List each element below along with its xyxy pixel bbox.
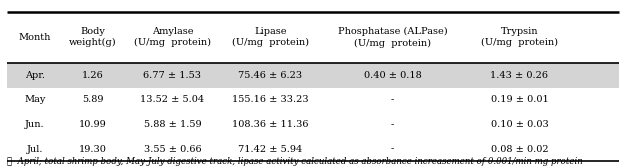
Text: Jun.: Jun. — [25, 120, 45, 129]
Text: -: - — [391, 95, 394, 104]
Text: 0.40 ± 0.18: 0.40 ± 0.18 — [364, 71, 422, 80]
Text: Amylase
(U/mg  protein): Amylase (U/mg protein) — [134, 27, 211, 47]
Text: Apr.: Apr. — [25, 71, 45, 80]
Text: 0.08 ± 0.02: 0.08 ± 0.02 — [490, 145, 548, 154]
Text: 155.16 ± 33.23: 155.16 ± 33.23 — [232, 95, 309, 104]
Text: 1.43 ± 0.26: 1.43 ± 0.26 — [490, 71, 549, 80]
Text: 1.26: 1.26 — [82, 71, 104, 80]
Text: 10.99: 10.99 — [79, 120, 107, 129]
Text: -: - — [391, 145, 394, 154]
Text: -: - — [391, 120, 394, 129]
Text: Trypsin
(U/mg  protein): Trypsin (U/mg protein) — [481, 27, 558, 47]
Text: 3.55 ± 0.66: 3.55 ± 0.66 — [144, 145, 202, 154]
Text: 108.36 ± 11.36: 108.36 ± 11.36 — [232, 120, 309, 129]
Text: Body
weight(g): Body weight(g) — [69, 27, 117, 47]
Bar — [7, 63, 619, 88]
Text: 75.46 ± 6.23: 75.46 ± 6.23 — [238, 71, 303, 80]
Text: Phosphatase (ALPase)
(U/mg  protein): Phosphatase (ALPase) (U/mg protein) — [338, 27, 448, 47]
Text: ※  April; total shrimp body, May-July digestive track, lipase activity calculate: ※ April; total shrimp body, May-July dig… — [7, 157, 583, 166]
Text: 0.10 ± 0.03: 0.10 ± 0.03 — [490, 120, 548, 129]
Text: 5.89: 5.89 — [82, 95, 104, 104]
Text: May: May — [24, 95, 46, 104]
Text: 13.52 ± 5.04: 13.52 ± 5.04 — [141, 95, 205, 104]
Text: 6.77 ± 1.53: 6.77 ± 1.53 — [143, 71, 202, 80]
Text: 5.88 ± 1.59: 5.88 ± 1.59 — [144, 120, 202, 129]
Text: Month: Month — [19, 33, 51, 42]
Text: Jul.: Jul. — [27, 145, 43, 154]
Text: 19.30: 19.30 — [79, 145, 107, 154]
Text: Lipase
(U/mg  protein): Lipase (U/mg protein) — [232, 27, 309, 47]
Text: 0.19 ± 0.01: 0.19 ± 0.01 — [490, 95, 548, 104]
Text: 71.42 ± 5.94: 71.42 ± 5.94 — [238, 145, 303, 154]
